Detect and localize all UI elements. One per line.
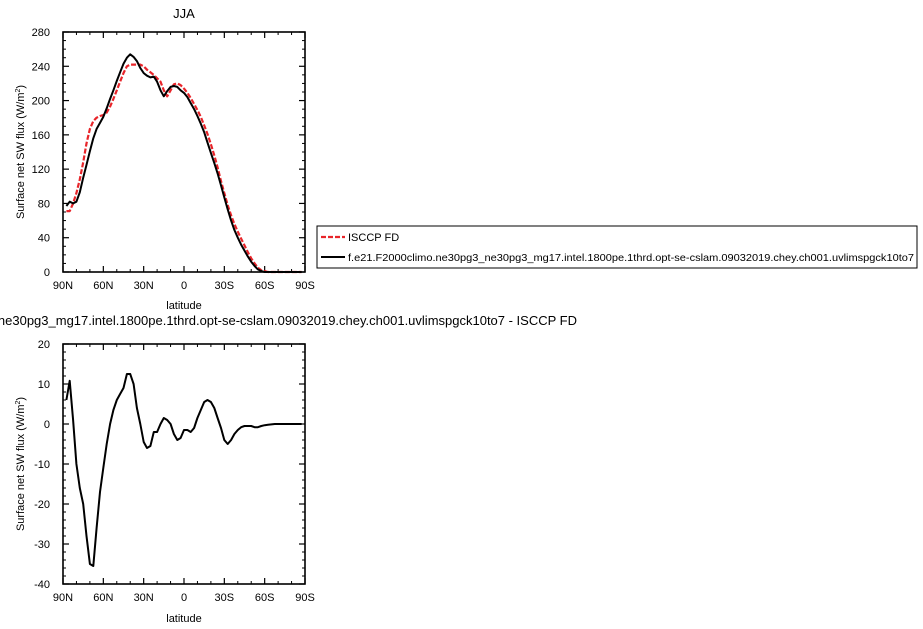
bottom-y-tick-label: 20 bbox=[38, 339, 50, 351]
bottom-axis-ticks bbox=[62, 343, 306, 585]
top-y-tick-label: 160 bbox=[32, 130, 50, 142]
bottom-y-tick-label: 0 bbox=[44, 419, 50, 431]
top-y-tick-label: 200 bbox=[32, 96, 50, 108]
top-series-group bbox=[65, 53, 302, 274]
top-y-tick-label: 240 bbox=[32, 61, 50, 73]
top-x-tick-label: 0 bbox=[181, 280, 187, 292]
bottom-x-axis-label: latitude bbox=[166, 613, 201, 625]
bottom-y-tick-label: -40 bbox=[34, 579, 50, 591]
top-x-axis-label: latitude bbox=[166, 300, 201, 312]
bottom-y-axis-label-main: Surface net SW flux (W/m bbox=[15, 405, 27, 532]
top-axis-ticks bbox=[62, 31, 306, 273]
top-y-axis-label-close: ) bbox=[15, 85, 27, 89]
top-x-tick-label: 30N bbox=[134, 280, 154, 292]
bottom-chart-title: f.e21.F2000climo.ne30pg3_ne30pg3_mg17.in… bbox=[0, 313, 577, 328]
top-y-tick-labels: 0 40 80 120 160 200 240 280 bbox=[32, 27, 50, 279]
top-chart-title: JJA bbox=[173, 6, 195, 21]
top-y-tick-label: 0 bbox=[44, 267, 50, 279]
bottom-x-tick-label: 30N bbox=[134, 592, 154, 604]
bottom-x-tick-label: 90N bbox=[53, 592, 73, 604]
legend-box bbox=[316, 225, 918, 269]
bottom-y-axis-label-close: ) bbox=[15, 397, 27, 401]
legend-label-isccp: ISCCP FD bbox=[348, 232, 399, 244]
bottom-plot-frame bbox=[62, 343, 306, 585]
top-y-axis-label: Surface net SW flux (W/m2) bbox=[15, 85, 27, 219]
top-x-tick-label: 60S bbox=[255, 280, 275, 292]
legend: ISCCP FD f.e21.F2000climo.ne30pg3_ne30pg… bbox=[316, 225, 918, 269]
top-y-tick-label: 280 bbox=[32, 27, 50, 39]
top-x-tick-label: 60N bbox=[93, 280, 113, 292]
bottom-y-tick-label: -10 bbox=[34, 459, 50, 471]
bottom-x-tick-label: 60N bbox=[93, 592, 113, 604]
top-x-tick-label: 90S bbox=[295, 280, 315, 292]
top-y-tick-label: 80 bbox=[38, 198, 50, 210]
bottom-series-line-0 bbox=[65, 373, 302, 567]
top-series-line-0 bbox=[66, 63, 302, 274]
bottom-x-tick-label: 60S bbox=[255, 592, 275, 604]
top-y-tick-label: 40 bbox=[38, 233, 50, 245]
legend-label-model: f.e21.F2000climo.ne30pg3_ne30pg3_mg17.in… bbox=[348, 252, 914, 264]
bottom-y-axis-label-sup: 2 bbox=[15, 401, 22, 405]
top-x-tick-labels: 90N 60N 30N 0 30S 60S 90S bbox=[53, 280, 315, 292]
top-y-axis-label-sup: 2 bbox=[15, 89, 22, 93]
top-plot-frame bbox=[62, 31, 306, 273]
bottom-y-tick-labels: -40 -30 -20 -10 0 10 20 bbox=[34, 339, 50, 591]
top-y-tick-label: 120 bbox=[32, 164, 50, 176]
bottom-y-tick-label: -30 bbox=[34, 539, 50, 551]
bottom-y-tick-label: -20 bbox=[34, 499, 50, 511]
top-x-tick-label: 30S bbox=[215, 280, 235, 292]
top-series-line-1 bbox=[65, 53, 302, 273]
bottom-series-group bbox=[65, 373, 302, 567]
bottom-x-tick-label: 0 bbox=[181, 592, 187, 604]
bottom-panel: f.e21.F2000climo.ne30pg3_ne30pg3_mg17.in… bbox=[0, 313, 577, 625]
bottom-x-tick-label: 30S bbox=[215, 592, 235, 604]
bottom-y-tick-label: 10 bbox=[38, 379, 50, 391]
top-y-axis-label-main: Surface net SW flux (W/m bbox=[15, 93, 27, 220]
top-panel: JJA 90N 60N 30N 0 30S 60S 90S 0 40 80 120 160 200 24… bbox=[15, 6, 315, 312]
bottom-x-tick-label: 90S bbox=[295, 592, 315, 604]
bottom-y-axis-label: Surface net SW flux (W/m2) bbox=[15, 397, 27, 531]
top-x-tick-label: 90N bbox=[53, 280, 73, 292]
bottom-x-tick-labels: 90N 60N 30N 0 30S 60S 90S bbox=[53, 592, 315, 604]
